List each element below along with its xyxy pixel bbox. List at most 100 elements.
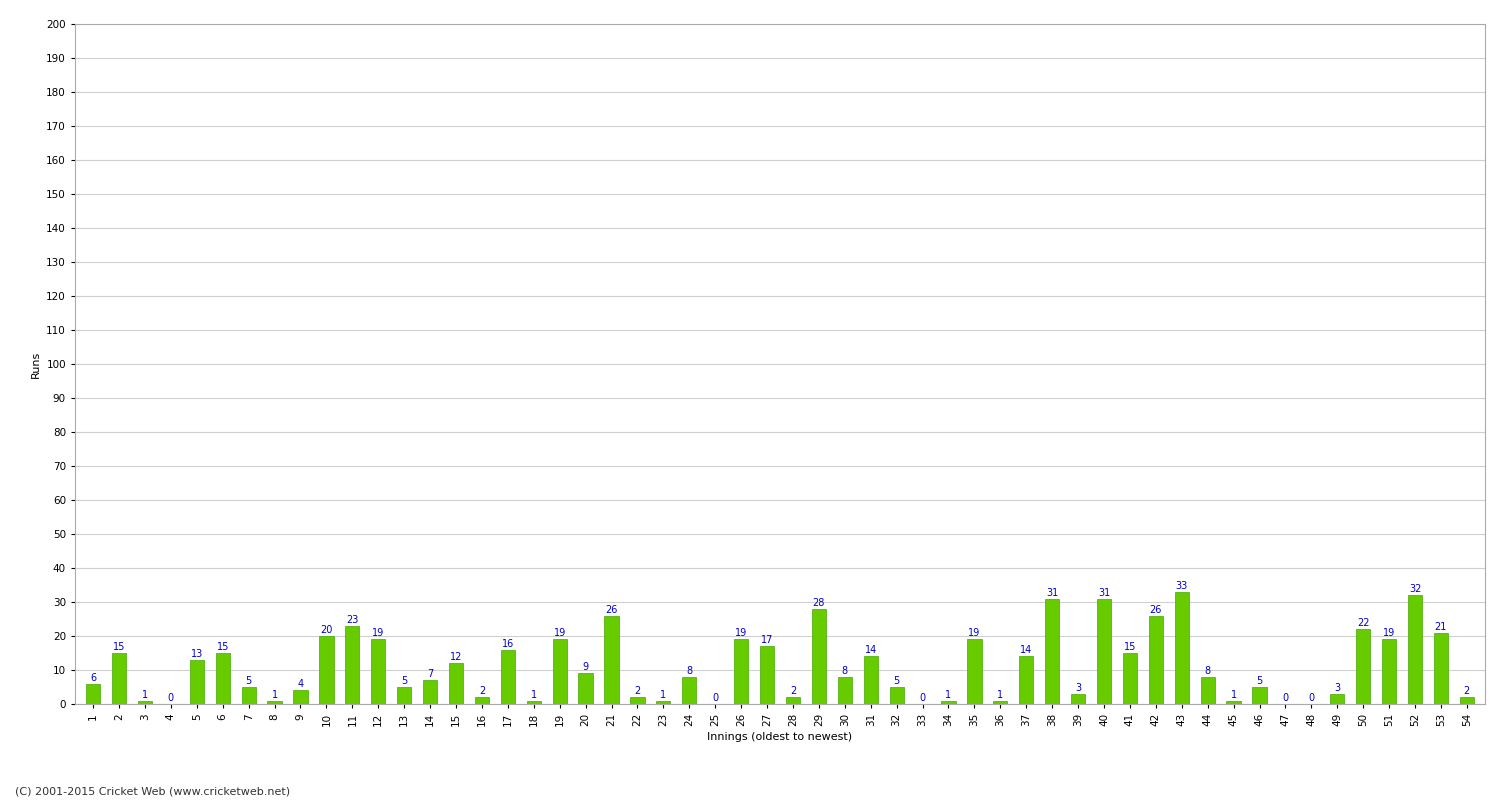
Bar xyxy=(630,697,645,704)
Bar xyxy=(579,674,592,704)
Text: 5: 5 xyxy=(246,676,252,686)
Bar xyxy=(1149,616,1162,704)
Text: 19: 19 xyxy=(735,628,747,638)
Text: 16: 16 xyxy=(501,638,515,649)
Bar xyxy=(1071,694,1084,704)
Text: 1: 1 xyxy=(660,690,666,699)
Text: 19: 19 xyxy=(372,628,384,638)
Text: 8: 8 xyxy=(686,666,693,676)
Bar xyxy=(1252,687,1266,704)
Text: 1: 1 xyxy=(531,690,537,699)
Text: 6: 6 xyxy=(90,673,96,682)
Bar xyxy=(370,639,386,704)
Bar xyxy=(189,660,204,704)
Text: 3: 3 xyxy=(1334,682,1341,693)
Text: 5: 5 xyxy=(400,676,408,686)
Bar xyxy=(734,639,748,704)
Text: 15: 15 xyxy=(1124,642,1136,652)
Text: 33: 33 xyxy=(1176,581,1188,590)
Text: 15: 15 xyxy=(216,642,229,652)
Text: 15: 15 xyxy=(112,642,125,652)
Text: 1: 1 xyxy=(1230,690,1236,699)
Bar xyxy=(242,687,256,704)
Text: 4: 4 xyxy=(297,679,303,690)
Bar xyxy=(526,701,542,704)
Bar xyxy=(1408,595,1422,704)
Bar xyxy=(423,680,436,704)
Bar xyxy=(656,701,670,704)
Text: 32: 32 xyxy=(1408,584,1420,594)
Text: 19: 19 xyxy=(1383,628,1395,638)
Text: 19: 19 xyxy=(969,628,981,638)
Text: 2: 2 xyxy=(1464,686,1470,696)
Bar xyxy=(320,636,333,704)
Bar xyxy=(1330,694,1344,704)
Bar xyxy=(345,626,360,704)
Text: 17: 17 xyxy=(760,635,772,645)
Text: 9: 9 xyxy=(582,662,588,672)
Text: 26: 26 xyxy=(1149,605,1162,614)
Bar xyxy=(837,677,852,704)
Bar xyxy=(1096,598,1112,704)
Text: 14: 14 xyxy=(1020,646,1032,655)
Text: 12: 12 xyxy=(450,652,462,662)
Bar xyxy=(267,701,282,704)
Bar xyxy=(942,701,956,704)
Text: 19: 19 xyxy=(554,628,566,638)
Bar xyxy=(448,663,464,704)
Text: 26: 26 xyxy=(606,605,618,614)
Bar xyxy=(552,639,567,704)
Text: 0: 0 xyxy=(1308,693,1314,703)
Text: 0: 0 xyxy=(712,693,718,703)
Bar xyxy=(786,697,800,704)
Y-axis label: Runs: Runs xyxy=(30,350,40,378)
Text: 22: 22 xyxy=(1358,618,1370,628)
Text: 0: 0 xyxy=(168,693,174,703)
Text: 1: 1 xyxy=(998,690,1004,699)
Text: 20: 20 xyxy=(320,625,333,635)
Bar xyxy=(1382,639,1396,704)
Bar xyxy=(890,687,904,704)
Text: 1: 1 xyxy=(272,690,278,699)
Bar xyxy=(1046,598,1059,704)
Bar xyxy=(1227,701,1240,704)
Bar xyxy=(501,650,515,704)
Bar xyxy=(682,677,696,704)
Bar xyxy=(1200,677,1215,704)
Text: 1: 1 xyxy=(142,690,148,699)
Text: 0: 0 xyxy=(1282,693,1288,703)
Text: 31: 31 xyxy=(1046,587,1059,598)
Bar xyxy=(864,656,877,704)
Text: 13: 13 xyxy=(190,649,202,658)
Text: 2: 2 xyxy=(790,686,796,696)
Bar xyxy=(86,683,100,704)
Bar xyxy=(993,701,1008,704)
Bar xyxy=(1356,629,1371,704)
Bar xyxy=(1019,656,1034,704)
Text: 8: 8 xyxy=(1204,666,1210,676)
Text: 23: 23 xyxy=(346,614,358,625)
Bar xyxy=(1460,697,1474,704)
Text: 7: 7 xyxy=(427,669,433,679)
Bar xyxy=(398,687,411,704)
Text: (C) 2001-2015 Cricket Web (www.cricketweb.net): (C) 2001-2015 Cricket Web (www.cricketwe… xyxy=(15,786,290,796)
Text: 31: 31 xyxy=(1098,587,1110,598)
Text: 14: 14 xyxy=(864,646,877,655)
Bar xyxy=(294,690,307,704)
Bar xyxy=(812,609,826,704)
Text: 21: 21 xyxy=(1434,622,1448,631)
Text: 1: 1 xyxy=(945,690,951,699)
Bar xyxy=(112,653,126,704)
Text: 2: 2 xyxy=(634,686,640,696)
Text: 0: 0 xyxy=(920,693,926,703)
Bar xyxy=(760,646,774,704)
X-axis label: Innings (oldest to newest): Innings (oldest to newest) xyxy=(708,732,852,742)
Text: 8: 8 xyxy=(842,666,848,676)
Bar xyxy=(138,701,152,704)
Bar xyxy=(1434,633,1448,704)
Bar xyxy=(604,616,618,704)
Text: 5: 5 xyxy=(894,676,900,686)
Bar xyxy=(476,697,489,704)
Bar xyxy=(1174,592,1190,704)
Text: 28: 28 xyxy=(813,598,825,608)
